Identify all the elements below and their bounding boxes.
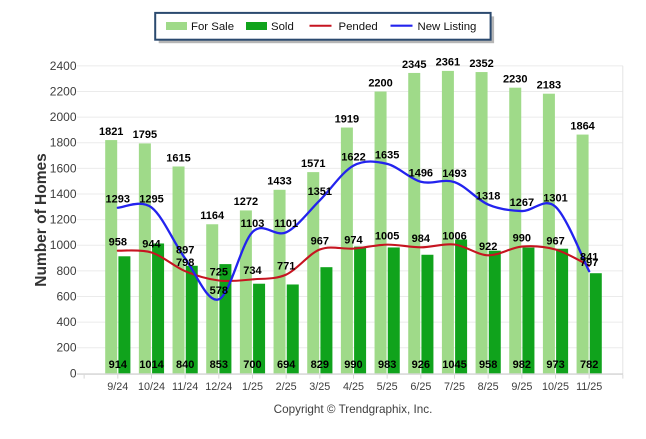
svg-text:2/25: 2/25 (276, 381, 297, 393)
svg-text:1267: 1267 (510, 197, 534, 209)
svg-text:1600: 1600 (50, 161, 77, 175)
svg-text:Pended: Pended (339, 21, 378, 33)
svg-text:1821: 1821 (99, 126, 123, 138)
svg-text:734: 734 (243, 265, 262, 277)
svg-text:1493: 1493 (442, 168, 466, 180)
svg-text:982: 982 (513, 359, 531, 371)
svg-text:2183: 2183 (537, 80, 561, 92)
svg-text:Copyright © Trendgraphix, Inc.: Copyright © Trendgraphix, Inc. (274, 403, 433, 416)
svg-text:1571: 1571 (301, 158, 325, 170)
svg-text:4/25: 4/25 (343, 381, 364, 393)
svg-text:1293: 1293 (106, 194, 130, 206)
svg-text:1006: 1006 (442, 230, 466, 242)
svg-text:11/24: 11/24 (172, 381, 198, 393)
svg-text:853: 853 (210, 359, 228, 371)
svg-text:600: 600 (56, 289, 76, 303)
svg-text:1301: 1301 (543, 193, 567, 205)
svg-text:1615: 1615 (166, 152, 190, 164)
svg-text:1295: 1295 (139, 193, 163, 205)
svg-text:10/24: 10/24 (138, 381, 165, 393)
svg-text:9/24: 9/24 (107, 381, 128, 393)
svg-text:7/25: 7/25 (444, 381, 465, 393)
svg-text:983: 983 (378, 359, 396, 371)
svg-text:800: 800 (56, 264, 76, 278)
svg-text:967: 967 (546, 235, 564, 247)
svg-text:1622: 1622 (341, 151, 365, 163)
svg-text:11/25: 11/25 (576, 381, 602, 393)
svg-text:1005: 1005 (375, 230, 399, 242)
svg-text:578: 578 (210, 285, 228, 297)
svg-text:840: 840 (176, 359, 194, 371)
svg-text:9/25: 9/25 (511, 381, 532, 393)
svg-text:944: 944 (142, 238, 161, 250)
svg-text:2352: 2352 (469, 58, 493, 70)
svg-text:922: 922 (479, 241, 497, 253)
svg-text:1351: 1351 (308, 186, 332, 198)
svg-text:700: 700 (243, 359, 261, 371)
svg-text:984: 984 (412, 233, 431, 245)
svg-text:1400: 1400 (50, 187, 77, 201)
svg-text:1101: 1101 (274, 218, 298, 230)
svg-text:841: 841 (580, 251, 598, 263)
svg-text:798: 798 (176, 257, 194, 269)
svg-text:400: 400 (56, 315, 76, 329)
svg-text:Number of Homes: Number of Homes (33, 153, 50, 287)
svg-text:1200: 1200 (50, 213, 77, 227)
svg-text:990: 990 (513, 232, 531, 244)
svg-text:1864: 1864 (570, 120, 595, 132)
svg-text:1164: 1164 (200, 210, 225, 222)
svg-text:8/25: 8/25 (478, 381, 499, 393)
svg-text:897: 897 (176, 244, 194, 256)
svg-text:New Listing: New Listing (418, 21, 477, 33)
svg-text:2200: 2200 (50, 84, 77, 98)
svg-text:1433: 1433 (267, 176, 291, 188)
svg-text:771: 771 (277, 260, 295, 272)
svg-text:926: 926 (412, 359, 430, 371)
svg-text:974: 974 (344, 234, 363, 246)
svg-text:5/25: 5/25 (377, 381, 398, 393)
svg-text:1635: 1635 (375, 150, 399, 162)
svg-text:1272: 1272 (234, 196, 258, 208)
svg-text:2230: 2230 (503, 73, 527, 85)
svg-text:1919: 1919 (335, 113, 359, 125)
svg-text:958: 958 (479, 359, 497, 371)
svg-text:967: 967 (311, 235, 329, 247)
svg-text:2000: 2000 (50, 110, 77, 124)
svg-text:2400: 2400 (50, 59, 77, 73)
svg-text:1795: 1795 (133, 129, 157, 141)
svg-text:3/25: 3/25 (309, 381, 330, 393)
svg-text:For Sale: For Sale (191, 21, 234, 33)
svg-text:973: 973 (546, 359, 564, 371)
svg-text:914: 914 (109, 359, 128, 371)
svg-text:6/25: 6/25 (410, 381, 431, 393)
svg-text:1318: 1318 (476, 190, 500, 202)
svg-text:725: 725 (210, 266, 228, 278)
svg-text:990: 990 (344, 359, 362, 371)
svg-text:694: 694 (277, 359, 296, 371)
svg-text:1045: 1045 (442, 359, 466, 371)
svg-text:1496: 1496 (409, 168, 433, 180)
svg-text:797: 797 (580, 257, 598, 269)
svg-text:10/25: 10/25 (542, 381, 569, 393)
svg-text:1014: 1014 (139, 359, 164, 371)
svg-text:200: 200 (56, 341, 76, 355)
svg-text:2361: 2361 (436, 57, 460, 69)
svg-text:958: 958 (109, 236, 127, 248)
svg-text:2200: 2200 (368, 77, 392, 89)
svg-text:829: 829 (311, 359, 329, 371)
svg-text:1/25: 1/25 (242, 381, 263, 393)
svg-text:1000: 1000 (50, 238, 77, 252)
svg-text:Sold: Sold (271, 21, 294, 33)
svg-text:1800: 1800 (50, 136, 77, 150)
svg-text:782: 782 (580, 359, 598, 371)
svg-text:2345: 2345 (402, 59, 426, 71)
svg-text:12/24: 12/24 (205, 381, 232, 393)
svg-text:0: 0 (70, 366, 77, 380)
svg-text:1103: 1103 (241, 218, 265, 230)
